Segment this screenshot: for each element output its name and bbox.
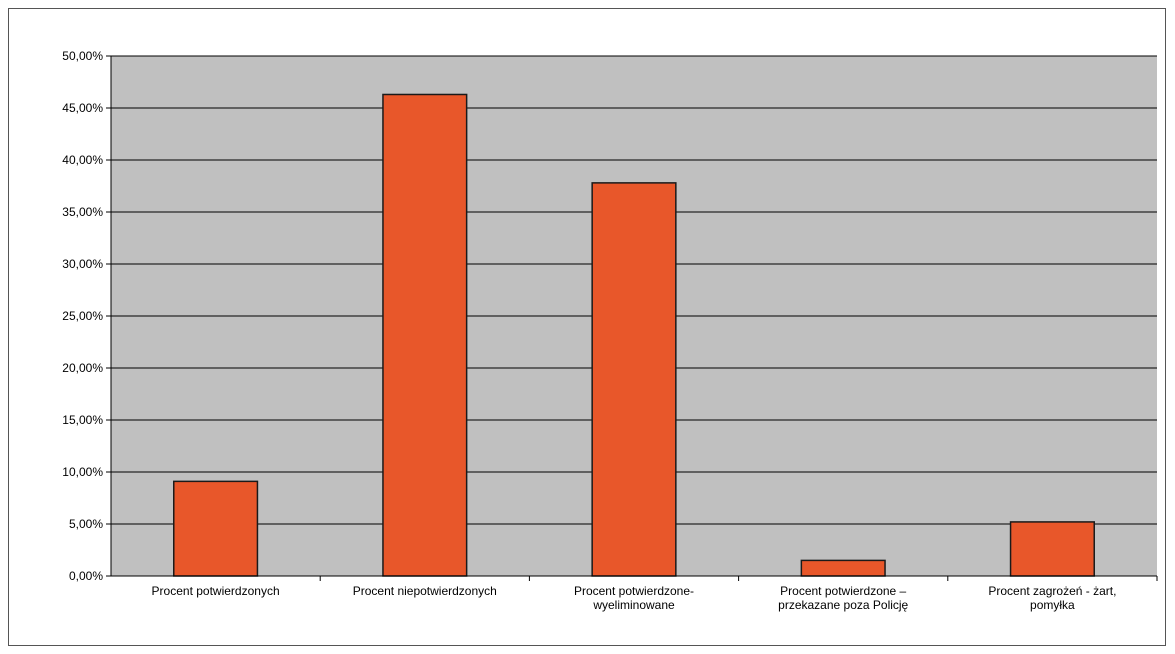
y-tick-label: 25,00% — [62, 309, 103, 323]
y-tick-label: 0,00% — [69, 569, 103, 583]
x-axis-labels: Procent potwierdzonych Procent niepotwier… — [152, 576, 1158, 612]
y-tick-label: 10,00% — [62, 465, 103, 479]
y-tick-label: 20,00% — [62, 361, 103, 375]
bars — [173, 93, 1095, 577]
y-axis-ticks: 0,00% 5,00% 10,00% 15,00% 20,00% 25,00% 30,00%… — [62, 49, 111, 583]
x-category-label: Procent zagrożeń - żart, — [988, 584, 1116, 598]
y-tick-label: 5,00% — [69, 517, 103, 531]
x-category-label: pomyłka — [1030, 598, 1075, 612]
x-category-label: wyeliminowane — [592, 598, 675, 612]
x-category-label: Procent potwierdzone- — [574, 584, 694, 598]
x-category-label: przekazane poza Policję — [778, 598, 908, 612]
y-tick-label: 40,00% — [62, 153, 103, 167]
chart-frame: 0,00% 5,00% 10,00% 15,00% 20,00% 25,00% 30,00%… — [8, 8, 1166, 646]
bar — [382, 93, 468, 577]
bar-chart: 0,00% 5,00% 10,00% 15,00% 20,00% 25,00% 30,00%… — [62, 49, 1158, 612]
y-tick-label: 50,00% — [62, 49, 103, 63]
bar — [173, 480, 259, 577]
x-category-label: Procent potwierdzone – — [780, 584, 906, 598]
bar — [591, 182, 677, 577]
y-tick-label: 35,00% — [62, 205, 103, 219]
y-tick-label: 30,00% — [62, 257, 103, 271]
y-tick-label: 15,00% — [62, 413, 103, 427]
bar — [1009, 521, 1095, 577]
y-tick-label: 45,00% — [62, 101, 103, 115]
bar — [800, 559, 886, 577]
x-category-label: Procent potwierdzonych — [152, 584, 280, 598]
x-category-label: Procent niepotwierdzonych — [353, 584, 497, 598]
